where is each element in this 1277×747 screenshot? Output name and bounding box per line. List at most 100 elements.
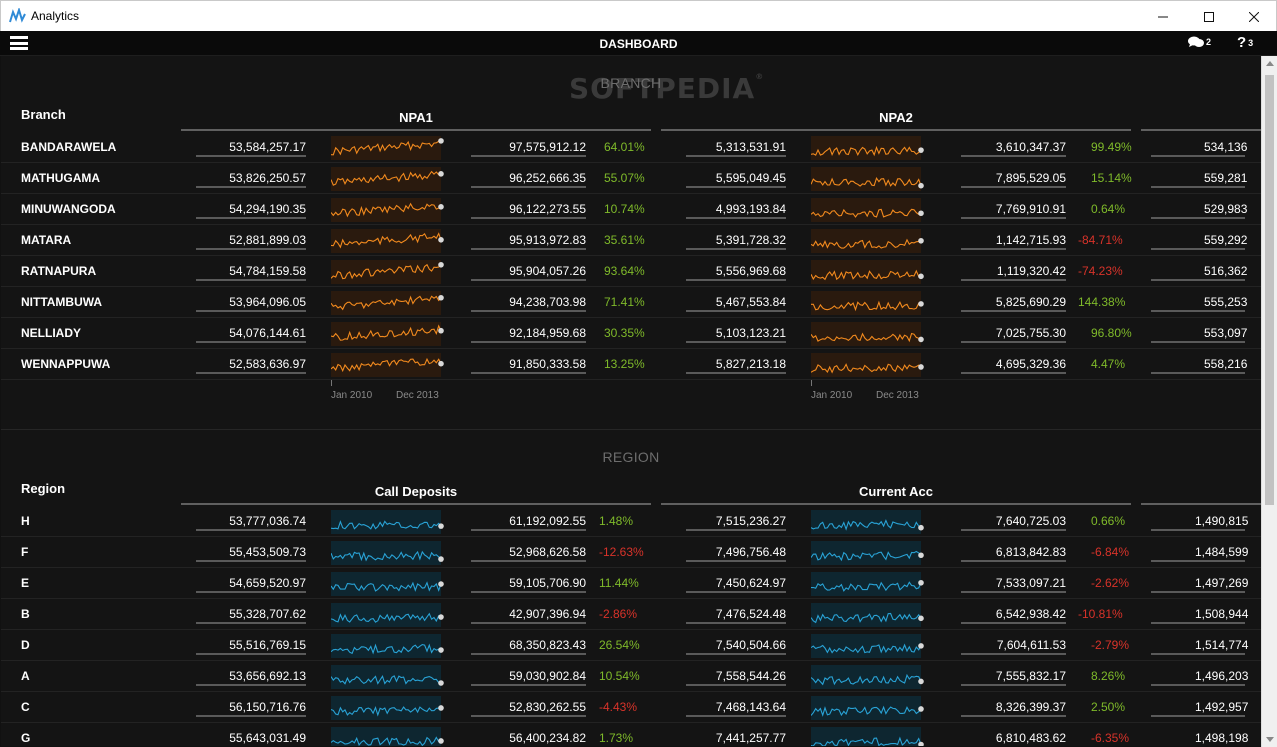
comments-button[interactable]: 2 [1188, 36, 1211, 48]
table-row[interactable]: H 53,777,036.74 61,192,092.55 1.48% 7,515,23… [1, 506, 1261, 537]
group1-target-value: 56,400,234.82 [471, 723, 586, 746]
npa1-header-line [181, 129, 651, 131]
group3-actual-value: 1,508,944 [1151, 599, 1261, 630]
row-label: F [21, 545, 29, 559]
row-label: A [21, 669, 30, 683]
group2-actual-value: 5,595,049.45 [686, 163, 786, 194]
group1-sparkline [330, 194, 445, 225]
group2-variance-percent: -6.84% [1091, 545, 1130, 559]
close-icon [1249, 11, 1259, 22]
group2-target-value: 7,533,097.21 [961, 568, 1066, 599]
group1-target-value: 52,968,626.58 [471, 537, 586, 568]
vertical-scrollbar[interactable] [1261, 56, 1277, 747]
maximize-button[interactable] [1186, 1, 1232, 32]
npa2-header: NPA2 [879, 110, 913, 125]
group3-actual-value: 559,292 [1151, 225, 1261, 256]
group2-sparkline [810, 256, 925, 287]
group1-sparkline [330, 661, 445, 692]
group1-actual-value: 55,643,031.49 [196, 723, 306, 746]
group2-sparkline [810, 506, 925, 537]
group1-actual-value: 53,826,250.57 [196, 163, 306, 194]
group2-target-value: 7,769,910.91 [961, 194, 1066, 225]
table-row[interactable]: C 56,150,716.76 52,830,262.55 -4.43% 7,468,1… [1, 692, 1261, 723]
analytics-app-icon [9, 8, 26, 23]
table-row[interactable]: MATARA 52,881,899.03 95,913,972.83 35.61% 5,… [1, 225, 1261, 256]
table-row[interactable]: MATHUGAMA 53,826,250.57 96,252,666.35 55.07… [1, 163, 1261, 194]
group2-variance-percent: -74.23% [1078, 264, 1123, 278]
help-button[interactable]: ? 3 [1237, 34, 1253, 51]
help-icon: ? [1237, 34, 1247, 51]
group2-target-value: 6,813,842.83 [961, 537, 1066, 568]
axis-end-label-2: Dec 2013 [876, 390, 919, 401]
group1-actual-value: 52,881,899.03 [196, 225, 306, 256]
group2-target-value: 7,895,529.05 [961, 163, 1066, 194]
group2-actual-value: 7,468,143.64 [686, 692, 786, 723]
group1-sparkline [330, 630, 445, 661]
table-row[interactable]: B 55,328,707.62 42,907,396.94 -2.86% 7,476,5… [1, 599, 1261, 630]
group1-variance-percent: 10.74% [604, 202, 645, 216]
group3-actual-value: 1,496,203 [1151, 661, 1261, 692]
group2-actual-value: 5,467,553.84 [686, 287, 786, 318]
group2-sparkline [810, 537, 925, 568]
row-label: WENNAPPUWA [21, 357, 111, 371]
group1-target-value: 42,907,396.94 [471, 599, 586, 630]
branch-heading: BRANCH [600, 75, 662, 91]
axis-start-label-2: Jan 2010 [811, 390, 853, 401]
table-row[interactable]: BANDARAWELA 53,584,257.17 97,575,912.12 64.… [1, 132, 1261, 163]
group1-variance-percent: 11.44% [599, 576, 639, 590]
group2-sparkline [810, 723, 925, 746]
group3-actual-value: 559,281 [1151, 163, 1261, 194]
current-acc-header-line [661, 503, 1131, 505]
group1-actual-value: 53,656,692.13 [196, 661, 306, 692]
row-label: NITTAMBUWA [21, 295, 103, 309]
table-row[interactable]: G 55,643,031.49 56,400,234.82 1.73% 7,441,25… [1, 723, 1261, 746]
row-label: MINUWANGODA [21, 202, 116, 216]
group2-actual-value: 7,496,756.48 [686, 537, 786, 568]
group3-header-line-region [1141, 503, 1261, 505]
table-row[interactable]: WENNAPPUWA 52,583,636.97 91,850,333.58 13.2… [1, 349, 1261, 380]
table-row[interactable]: D 55,516,769.15 68,350,823.43 26.54% 7,540,5… [1, 630, 1261, 661]
scroll-up-arrow-icon[interactable] [1266, 61, 1274, 66]
group2-variance-percent: -84.71% [1078, 233, 1123, 247]
group1-target-value: 59,105,706.90 [471, 568, 586, 599]
group2-variance-percent: 99.49% [1091, 140, 1132, 154]
group2-target-value: 8,326,399.37 [961, 692, 1066, 723]
row-label: MATARA [21, 233, 72, 247]
scrollbar-thumb[interactable] [1265, 75, 1274, 505]
dashboard-content: SOFTPEDIA® BRANCH Branch NPA1 NPA2 BANDA… [1, 56, 1261, 746]
table-row[interactable]: NITTAMBUWA 53,964,096.05 94,238,703.98 71.4… [1, 287, 1261, 318]
group2-variance-percent: -6.35% [1091, 731, 1130, 745]
group2-sparkline [810, 194, 925, 225]
scroll-down-arrow-icon[interactable] [1266, 737, 1274, 742]
group2-target-value: 4,695,329.36 [961, 349, 1066, 380]
close-button[interactable] [1231, 1, 1277, 32]
table-row[interactable]: MINUWANGODA 54,294,190.35 96,122,273.55 10.… [1, 194, 1261, 225]
group1-actual-value: 54,659,520.97 [196, 568, 306, 599]
group1-variance-percent: 71.41% [604, 295, 645, 309]
table-row[interactable]: E 54,659,520.97 59,105,706.90 11.44% 7,450,6… [1, 568, 1261, 599]
group1-target-value: 96,252,666.35 [471, 163, 586, 194]
group2-actual-value: 7,558,544.26 [686, 661, 786, 692]
menu-icon[interactable] [10, 36, 28, 50]
group2-variance-percent: 8.26% [1091, 669, 1126, 683]
row-label: G [21, 731, 31, 745]
group3-actual-value: 1,492,957 [1151, 692, 1261, 723]
group1-target-value: 94,238,703.98 [471, 287, 586, 318]
group3-actual-value: 553,097 [1151, 318, 1261, 349]
minimize-button[interactable] [1140, 1, 1186, 32]
table-row[interactable]: RATNAPURA 54,784,159.58 95,904,057.26 93.64… [1, 256, 1261, 287]
table-row[interactable]: F 55,453,509.73 52,968,626.58 -12.63% 7,496,… [1, 537, 1261, 568]
group3-actual-value: 1,514,774 [1151, 630, 1261, 661]
group1-actual-value: 56,150,716.76 [196, 692, 306, 723]
group2-target-value: 5,825,690.29 [961, 287, 1066, 318]
row-label: D [21, 638, 30, 652]
table-row[interactable]: NELLIADY 54,076,144.61 92,184,959.68 30.35%… [1, 318, 1261, 349]
group3-header-line [1141, 129, 1261, 131]
group1-target-value: 95,904,057.26 [471, 256, 586, 287]
row-label: BANDARAWELA [21, 140, 117, 154]
group1-target-value: 91,850,333.58 [471, 349, 586, 380]
group2-target-value: 7,604,611.53 [961, 630, 1066, 661]
region-heading: REGION [602, 449, 660, 465]
group1-sparkline [330, 256, 445, 287]
table-row[interactable]: A 53,656,692.13 59,030,902.84 10.54% 7,558,5… [1, 661, 1261, 692]
